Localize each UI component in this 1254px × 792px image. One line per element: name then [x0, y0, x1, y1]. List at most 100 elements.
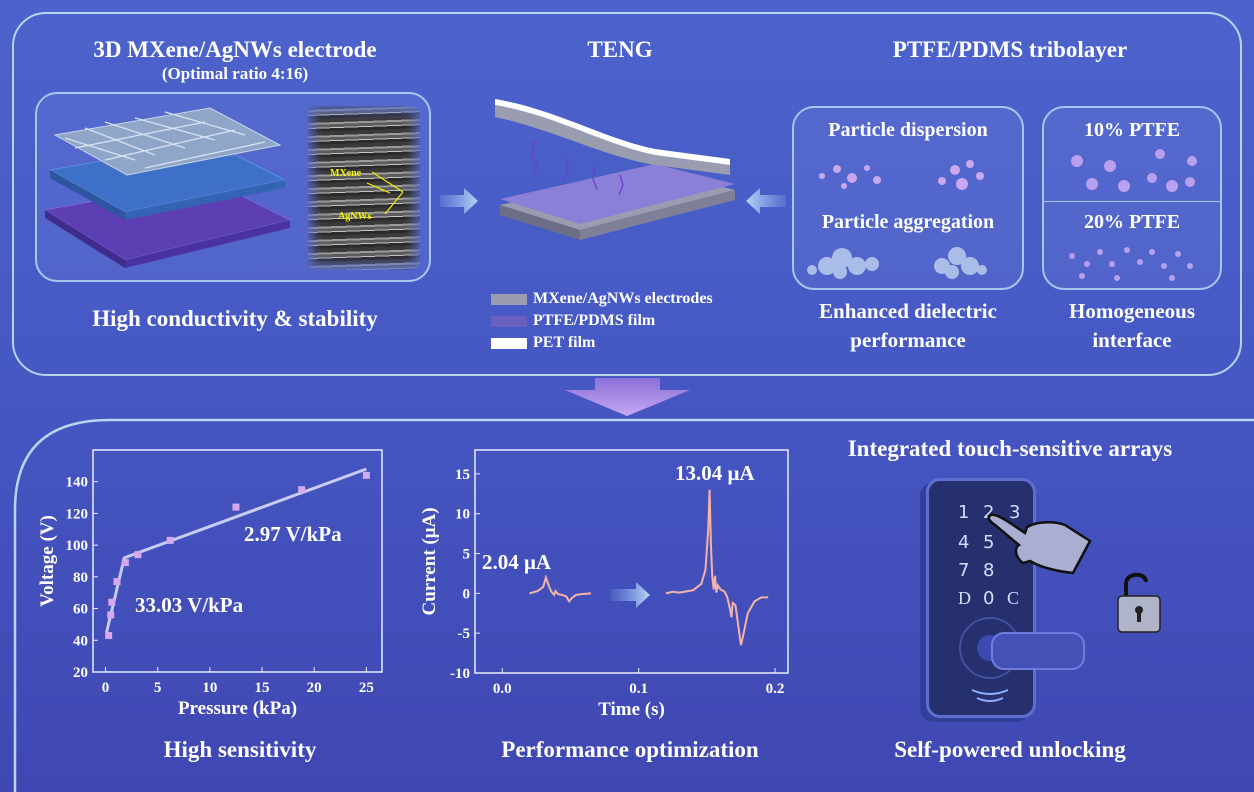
data-point: [105, 632, 113, 640]
y-tick-label: 0: [463, 586, 471, 602]
interface-caption-text: Homogeneous interface: [1069, 299, 1195, 352]
y-axis-label: Current (μA): [419, 507, 440, 615]
electrode-title: 3D MXene/AgNWs electrode: [93, 37, 377, 62]
sem-label-agnws: AgNWs: [338, 211, 372, 222]
x-tick-label: 20: [307, 680, 322, 696]
arrow-left-icon: [746, 188, 786, 214]
aggregation-label: Particle aggregation: [821, 211, 995, 233]
electrode-caption: High conductivity & stability: [92, 306, 378, 331]
y-tick-label: 60: [73, 602, 88, 618]
y-tick-label: -5: [458, 626, 471, 642]
data-point: [121, 559, 129, 567]
dielectric-caption: Enhanced dielectric performance: [792, 297, 1024, 355]
legend-item-pet: PET film: [491, 334, 595, 352]
arrow-right-icon: [440, 188, 478, 214]
plot-frame: [92, 449, 383, 673]
x-axis-label: Pressure (kPa): [178, 698, 297, 719]
y-tick-label: 100: [66, 538, 89, 554]
x-tick-label: 0.1: [629, 681, 648, 697]
x-axis-label: Time (s): [598, 699, 665, 720]
slope-annotation-high: 2.97 V/kPa: [244, 522, 342, 546]
sem-label-mxene: MXene: [330, 168, 362, 179]
arrow-right-chart-icon: [610, 582, 650, 608]
sem-image: [308, 106, 420, 270]
tribolayer-title: PTFE/PDMS tribolayer: [892, 37, 1128, 62]
y-tick-label: 10: [455, 507, 470, 523]
optimization-caption: Performance optimization: [501, 737, 759, 762]
data-point: [134, 551, 142, 559]
key[interactable]: 7: [958, 560, 970, 581]
interface-caption: Homogeneous interface: [1042, 297, 1222, 355]
x-tick-label: 0: [102, 680, 110, 696]
ptfe20-label: 20% PTFE: [1083, 211, 1181, 233]
key[interactable]: D: [958, 588, 971, 608]
array-title: Integrated touch-sensitive arrays: [847, 436, 1173, 461]
current-series-before: [529, 574, 592, 604]
lock-handle-icon: [959, 617, 1085, 702]
particle-illustration: [807, 160, 987, 279]
current-series-after: [665, 489, 769, 646]
teng-device-illustration: [495, 99, 735, 240]
legend-label: PET film: [533, 334, 596, 351]
legend-label: PTFE/PDMS film: [533, 312, 656, 329]
peak-label-before: 2.04 μA: [482, 550, 552, 574]
y-tick-label: 15: [455, 467, 470, 483]
y-tick-label: 20: [73, 665, 88, 681]
data-point: [166, 536, 174, 544]
data-point: [108, 598, 116, 606]
peak-label-after: 13.04 μA: [675, 461, 755, 485]
x-tick-label: 5: [154, 680, 162, 696]
data-point: [362, 471, 370, 479]
x-tick-label: 0.2: [766, 681, 785, 697]
ptfe-particles-illustration: [1069, 149, 1197, 281]
arrow-down-icon: [565, 378, 690, 416]
data-point: [107, 611, 115, 619]
x-tick-label: 25: [359, 680, 374, 696]
dielectric-caption-text: Enhanced dielectric performance: [819, 299, 997, 352]
legend-item-film: PTFE/PDMS film: [491, 312, 655, 330]
ptfe-divider: [1042, 201, 1222, 202]
data-point: [113, 578, 121, 586]
legend-swatch: [491, 293, 527, 305]
plot-frame: [474, 449, 789, 674]
top-panel: [12, 12, 1242, 376]
y-tick-label: -10: [450, 666, 470, 682]
electrode-layers-illustration: [43, 107, 292, 268]
x-tick-label: 10: [202, 680, 217, 696]
ptfe10-label: 10% PTFE: [1083, 119, 1181, 141]
key[interactable]: C: [1007, 588, 1020, 608]
padlock-icon: [1117, 572, 1161, 633]
y-tick-label: 40: [73, 633, 88, 649]
key[interactable]: 3: [1009, 502, 1021, 523]
slope-annotation-low: 33.03 V/kPa: [135, 593, 244, 617]
data-point: [232, 503, 240, 511]
y-axis-label: Voltage (V): [37, 515, 58, 607]
fit-line: [105, 467, 367, 633]
key[interactable]: 4: [958, 532, 970, 553]
legend-label: MXene/AgNWs electrodes: [533, 290, 713, 307]
key[interactable]: 1: [958, 502, 970, 523]
legend-swatch: [491, 315, 527, 327]
key[interactable]: 5: [983, 532, 995, 553]
x-tick-label: 0.0: [493, 681, 512, 697]
key[interactable]: 2: [983, 502, 995, 523]
hand-pointing-icon: [987, 513, 1092, 575]
data-point: [298, 486, 306, 494]
sensitivity-caption: High sensitivity: [163, 737, 317, 762]
key[interactable]: 0: [983, 588, 995, 609]
key[interactable]: 8: [983, 560, 995, 581]
ptfe-panel: [1042, 106, 1222, 290]
dispersion-label: Particle dispersion: [828, 119, 988, 141]
unlock-caption: Self-powered unlocking: [894, 737, 1126, 762]
y-tick-label: 140: [66, 475, 89, 491]
y-tick-label: 5: [463, 547, 471, 563]
x-tick-label: 15: [255, 680, 270, 696]
electrode-subtitle: (Optimal ratio 4:16): [161, 64, 309, 83]
sem-pointer-lines: [366, 171, 404, 215]
y-tick-label: 80: [73, 570, 88, 586]
y-tick-label: 120: [66, 506, 89, 522]
smart-lock: [926, 478, 1036, 718]
